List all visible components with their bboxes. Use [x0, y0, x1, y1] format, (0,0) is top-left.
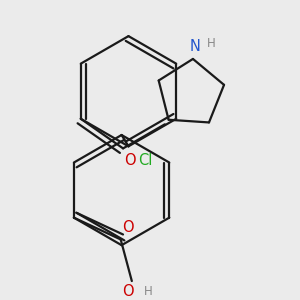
Text: O: O [122, 220, 134, 235]
Text: O: O [124, 153, 136, 168]
Text: H: H [207, 37, 215, 50]
Text: O: O [123, 284, 134, 299]
Text: Cl: Cl [138, 153, 152, 168]
Text: H: H [144, 285, 153, 298]
Text: N: N [189, 39, 200, 54]
